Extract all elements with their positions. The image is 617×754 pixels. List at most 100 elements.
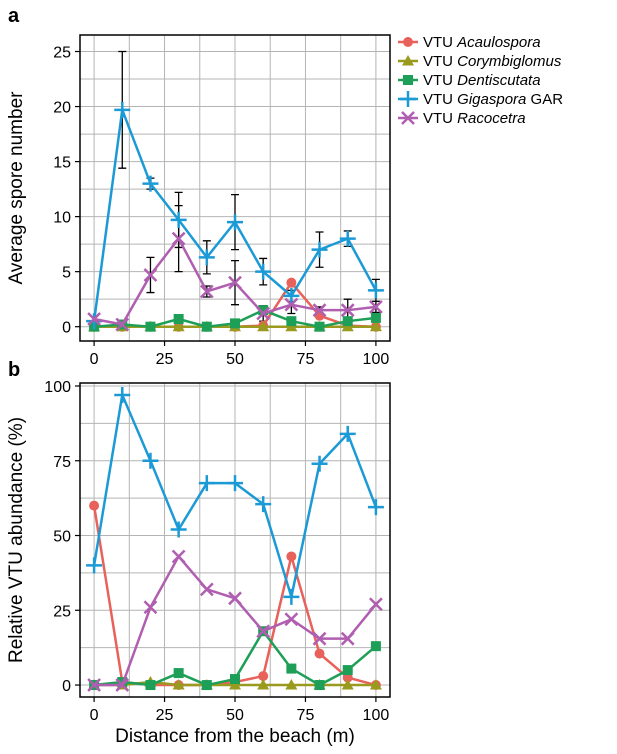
y-tick-label: 0 — [62, 320, 71, 337]
y-axis-title: Relative VTU abundance (%) — [6, 417, 27, 663]
data-point — [173, 313, 184, 324]
data-point — [170, 521, 187, 538]
data-point — [199, 284, 214, 299]
data-point — [311, 241, 328, 258]
data-point — [283, 588, 300, 605]
data-point — [286, 663, 297, 674]
data-point — [257, 320, 270, 332]
series — [89, 305, 381, 332]
data-point — [314, 648, 325, 659]
data-point — [201, 680, 212, 691]
y-tick-label: 75 — [53, 454, 71, 471]
data-point — [86, 557, 103, 574]
data-point — [340, 631, 355, 646]
x-axis-title: Distance from the beach (m) — [115, 726, 355, 747]
data-point — [228, 275, 242, 290]
panel-a-chart: a 0 25 50 75 100 0 5 10 15 20 25 Average spore numbe… — [6, 5, 391, 368]
data-point — [115, 317, 130, 332]
legend-label: VTU Acaulospora — [423, 34, 541, 51]
data-point — [255, 496, 272, 513]
data-point — [171, 549, 186, 564]
y-tick-label: 25 — [53, 603, 71, 620]
data-point — [257, 679, 270, 690]
x-tick-label: 0 — [90, 351, 99, 368]
data-point — [369, 679, 382, 690]
y-tick-label: 50 — [53, 529, 71, 546]
data-point — [87, 312, 101, 326]
data-point — [255, 263, 272, 280]
series — [87, 231, 383, 332]
x-tick-label: 100 — [363, 707, 390, 724]
data-point — [229, 679, 241, 690]
data-point — [143, 268, 158, 282]
data-point — [87, 678, 101, 692]
legend-label: VTU Dentiscutata — [423, 72, 541, 89]
legend-item: VTU Gigaspora GAR — [398, 91, 563, 108]
legend-item: VTU Corymbiglomus — [398, 53, 562, 70]
data-point — [311, 455, 328, 472]
legend-item: VTU Acaulospora — [398, 34, 541, 51]
data-point — [198, 475, 215, 492]
panel-letter: b — [8, 359, 20, 381]
legend-label: VTU Gigaspora GAR — [423, 91, 563, 108]
data-point — [230, 674, 240, 685]
data-point — [312, 303, 327, 318]
data-point — [258, 305, 269, 316]
y-tick-label: 10 — [53, 210, 71, 227]
legend-label: VTU Corymbiglomus — [423, 53, 562, 70]
data-point — [370, 312, 381, 323]
data-point — [228, 591, 242, 606]
data-point — [314, 680, 325, 691]
x-tick-label: 75 — [297, 351, 315, 368]
data-point — [339, 425, 356, 442]
data-point — [170, 211, 187, 228]
grid — [80, 383, 390, 697]
data-point — [230, 318, 240, 329]
data-point — [286, 277, 297, 288]
data-point — [173, 668, 184, 679]
data-point — [114, 386, 131, 403]
data-point — [256, 624, 271, 639]
data-point — [341, 679, 354, 690]
data-point — [89, 500, 100, 511]
legend-marker — [402, 55, 414, 66]
data-point — [369, 299, 383, 314]
data-point — [286, 551, 297, 562]
x-tick-label: 50 — [226, 707, 244, 724]
y-tick-label: 0 — [62, 678, 71, 695]
legend-item: VTU Dentiscutata — [398, 72, 541, 89]
data-point — [369, 597, 383, 612]
data-point — [143, 600, 158, 615]
legend-marker — [400, 91, 416, 107]
data-point — [284, 297, 299, 312]
data-point — [258, 671, 269, 682]
data-point — [312, 631, 327, 646]
data-point — [114, 101, 131, 118]
x-tick-label: 0 — [90, 707, 99, 724]
data-point — [367, 499, 384, 516]
series — [86, 386, 384, 605]
x-tick-label: 25 — [156, 351, 174, 368]
data-point — [172, 320, 185, 332]
data-point — [145, 680, 156, 691]
panel-letter: a — [8, 5, 20, 27]
data-point — [115, 678, 130, 692]
x-tick-label: 25 — [156, 707, 174, 724]
legend-item: VTU Racocetra — [398, 110, 526, 127]
data-point — [286, 316, 297, 327]
data-point — [283, 287, 300, 304]
data-point — [142, 452, 159, 469]
data-point — [285, 679, 298, 690]
data-point — [339, 230, 356, 247]
legend-marker — [403, 37, 413, 47]
y-tick-label: 100 — [44, 379, 71, 396]
data-point — [342, 316, 353, 327]
y-tick-label: 5 — [62, 265, 71, 282]
series — [86, 101, 384, 330]
x-tick-label: 75 — [297, 707, 315, 724]
data-point — [145, 321, 156, 332]
x-tick-label: 50 — [226, 351, 244, 368]
panel-b-chart: b 0 25 50 75 100 0 25 50 75 100 Relative VTU abunda… — [6, 359, 391, 747]
y-tick-label: 25 — [53, 45, 71, 62]
data-point — [342, 665, 353, 676]
